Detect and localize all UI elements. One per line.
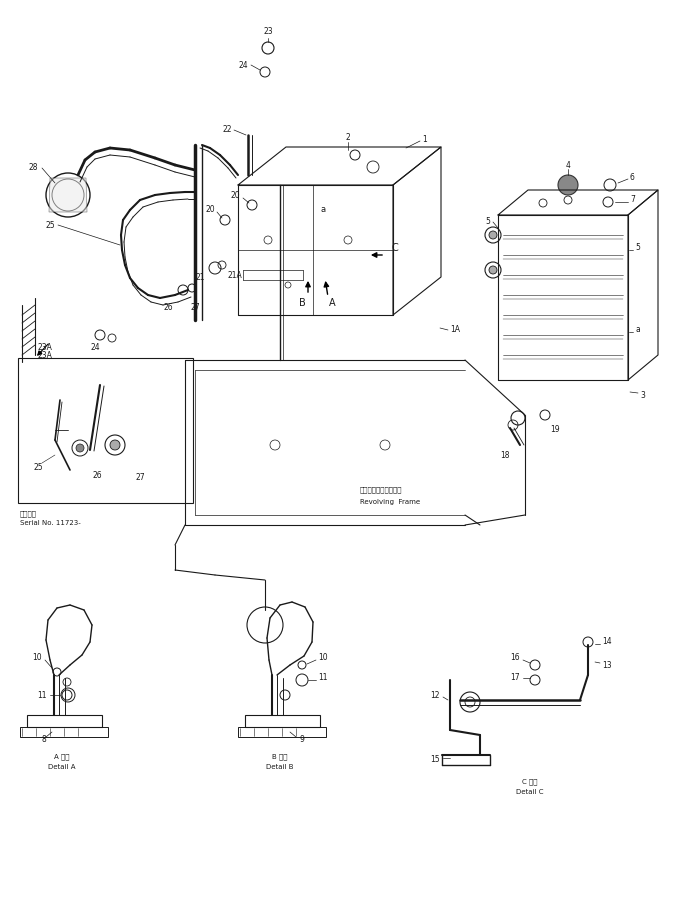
Text: 12: 12 [431,690,440,699]
Text: Detail B: Detail B [267,764,293,770]
Text: 1: 1 [422,135,427,144]
Text: C 詳細: C 詳細 [522,779,538,785]
Text: 24: 24 [238,60,248,69]
Text: 3: 3 [640,391,645,400]
Text: Detail A: Detail A [48,764,76,770]
Circle shape [489,266,497,274]
Text: 25: 25 [45,221,55,229]
Text: a: a [635,326,640,334]
Polygon shape [49,178,87,212]
Circle shape [76,444,84,452]
Text: Revolving  Frame: Revolving Frame [360,499,420,505]
Text: 11: 11 [38,690,47,699]
Text: 26: 26 [92,470,102,479]
Text: 2: 2 [346,133,351,142]
Text: 7: 7 [630,195,635,205]
Circle shape [110,440,120,450]
Text: A 詳細: A 詳細 [55,754,70,761]
Text: 27: 27 [190,303,200,312]
Text: 23A: 23A [38,351,52,360]
Text: 27: 27 [135,474,145,482]
Text: Detail C: Detail C [516,789,544,795]
Text: A: A [328,298,335,308]
Text: 26: 26 [163,303,173,312]
Text: 28: 28 [28,163,38,173]
Text: 4: 4 [565,161,571,170]
Text: 9: 9 [300,736,305,744]
Text: 19: 19 [551,425,560,435]
Bar [238,727,326,737]
Bar [245,715,320,727]
Text: 11: 11 [318,674,328,683]
Text: 20: 20 [205,205,215,215]
Text: 17: 17 [510,674,520,683]
Text: レボルビングフレーム: レボルビングフレーム [360,487,402,493]
Text: 20: 20 [230,192,240,201]
Text: 22: 22 [223,125,232,134]
Text: 13: 13 [602,660,612,669]
Text: 5: 5 [635,244,640,253]
Circle shape [558,175,578,195]
Text: 10: 10 [32,654,42,663]
Text: 23A: 23A [38,343,52,352]
Text: 適用号機: 適用号機 [20,510,37,517]
Text: 25: 25 [33,464,43,473]
Text: 14: 14 [602,637,612,646]
Text: a: a [320,205,326,215]
Text: 10: 10 [318,654,328,663]
Bar [18,358,193,503]
Text: B 詳細: B 詳細 [273,754,288,761]
Text: 21: 21 [195,274,205,282]
Bar [27,715,102,727]
Text: 1A: 1A [450,326,460,334]
Text: 23: 23 [263,27,273,37]
Text: 21A: 21A [228,270,243,279]
Circle shape [489,231,497,239]
Text: 8: 8 [42,736,46,744]
Text: B: B [299,298,306,308]
Text: 18: 18 [500,450,509,459]
Text: 6: 6 [630,173,635,183]
Bar [20,727,108,737]
Text: Serial No. 11723-: Serial No. 11723- [20,520,81,526]
Text: 24: 24 [90,343,100,352]
Text: 15: 15 [430,755,440,764]
Text: 5: 5 [485,217,490,226]
Text: 16: 16 [510,654,520,663]
Text: C: C [392,243,398,253]
